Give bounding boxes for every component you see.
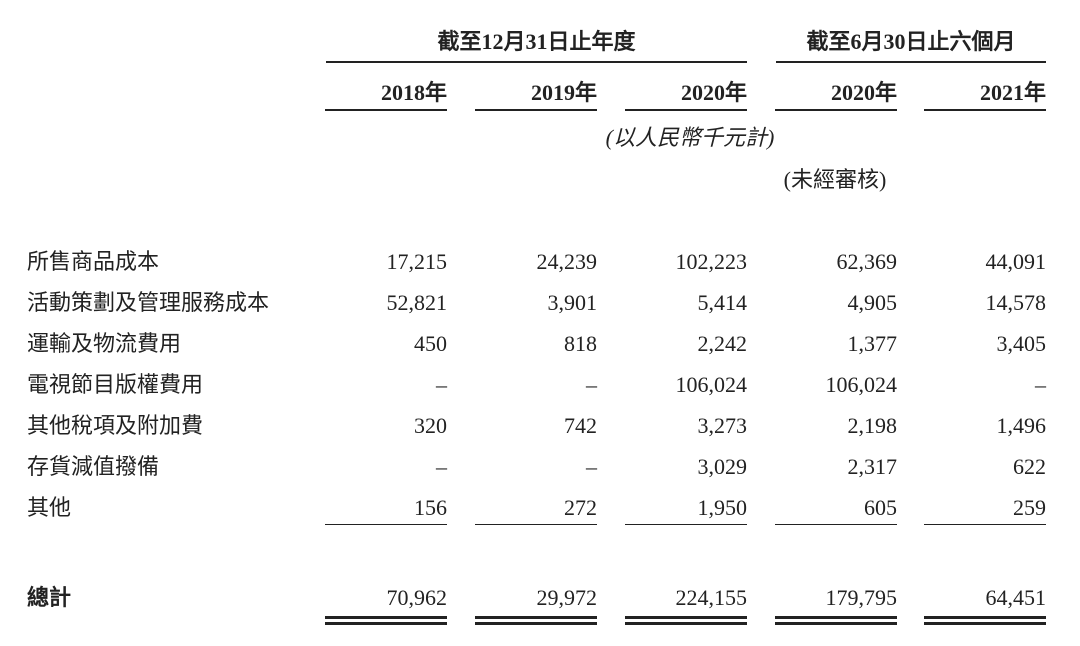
cell-value: 272 — [564, 495, 597, 520]
rule — [924, 524, 1046, 525]
cell-value: 24,239 — [536, 249, 598, 274]
rule — [775, 622, 897, 625]
total-label: 總計 — [27, 585, 72, 610]
rule — [625, 622, 747, 625]
rule — [625, 109, 747, 111]
cell-value: 3,405 — [996, 331, 1047, 356]
row-label: 所售商品成本 — [27, 249, 160, 274]
row-label: 其他稅項及附加費 — [27, 413, 204, 438]
total-value: 29,972 — [536, 585, 598, 610]
year-header: 2020年 — [680, 80, 747, 105]
rule — [475, 524, 597, 525]
rule — [325, 616, 447, 619]
cell-value: 3,901 — [547, 290, 598, 315]
cell-value: 106,024 — [825, 372, 898, 397]
row-label: 活動策劃及管理服務成本 — [27, 290, 270, 315]
cell-value: 2,317 — [847, 454, 898, 479]
year-header: 2019年 — [530, 80, 597, 105]
cell-value: 742 — [564, 413, 597, 438]
rule — [924, 109, 1046, 111]
row-label: 運輸及物流費用 — [27, 331, 182, 356]
total-value: 224,155 — [675, 585, 748, 610]
rule — [325, 109, 447, 111]
rule — [326, 61, 747, 63]
row-label: 存貨減值撥備 — [27, 454, 160, 479]
cell-value: 14,578 — [985, 290, 1047, 315]
year-header: 2021年 — [979, 80, 1046, 105]
cell-value: 2,242 — [697, 331, 748, 356]
cell-value: – — [436, 454, 447, 479]
group-header: 截至6月30日止六個月 — [806, 29, 1016, 54]
cell-value: 818 — [564, 331, 597, 356]
cell-value: 259 — [1013, 495, 1046, 520]
cell-value: 1,950 — [697, 495, 748, 520]
rule — [475, 616, 597, 619]
cell-value: 5,414 — [697, 290, 748, 315]
cell-value: 2,198 — [847, 413, 898, 438]
rule — [475, 622, 597, 625]
cell-value: 450 — [414, 331, 447, 356]
rule — [775, 109, 897, 111]
cell-value: 106,024 — [675, 372, 748, 397]
rule — [325, 622, 447, 625]
cell-value: 3,029 — [697, 454, 748, 479]
rule — [775, 616, 897, 619]
cell-value: 605 — [864, 495, 897, 520]
audit-note: (未經審核) — [783, 167, 887, 192]
rule — [775, 524, 897, 525]
rule — [325, 524, 447, 525]
cell-value: 1,377 — [847, 331, 898, 356]
cell-value: 622 — [1013, 454, 1046, 479]
total-value: 179,795 — [825, 585, 898, 610]
year-header: 2018年 — [380, 80, 447, 105]
row-label: 電視節目版權費用 — [27, 372, 204, 397]
total-value: 64,451 — [985, 585, 1047, 610]
year-header: 2020年 — [830, 80, 897, 105]
cell-value: 156 — [414, 495, 447, 520]
rule — [475, 109, 597, 111]
cell-value: – — [586, 454, 597, 479]
cell-value: – — [1035, 372, 1046, 397]
rule — [625, 616, 747, 619]
cell-value: 4,905 — [847, 290, 898, 315]
rule — [776, 61, 1046, 63]
rule — [924, 622, 1046, 625]
cell-value: 320 — [414, 413, 447, 438]
group-header: 截至12月31日止年度 — [437, 29, 636, 54]
cell-value: 44,091 — [985, 249, 1047, 274]
cell-value: 17,215 — [386, 249, 448, 274]
rule — [625, 524, 747, 525]
cell-value: – — [586, 372, 597, 397]
cell-value: – — [436, 372, 447, 397]
unit-note: (以人民幣千元計) — [605, 125, 775, 150]
cell-value: 102,223 — [675, 249, 748, 274]
total-value: 70,962 — [386, 585, 448, 610]
cell-value: 52,821 — [386, 290, 448, 315]
cell-value: 1,496 — [996, 413, 1047, 438]
cell-value: 3,273 — [697, 413, 748, 438]
cell-value: 62,369 — [836, 249, 898, 274]
rule — [924, 616, 1046, 619]
row-label: 其他 — [27, 495, 72, 520]
